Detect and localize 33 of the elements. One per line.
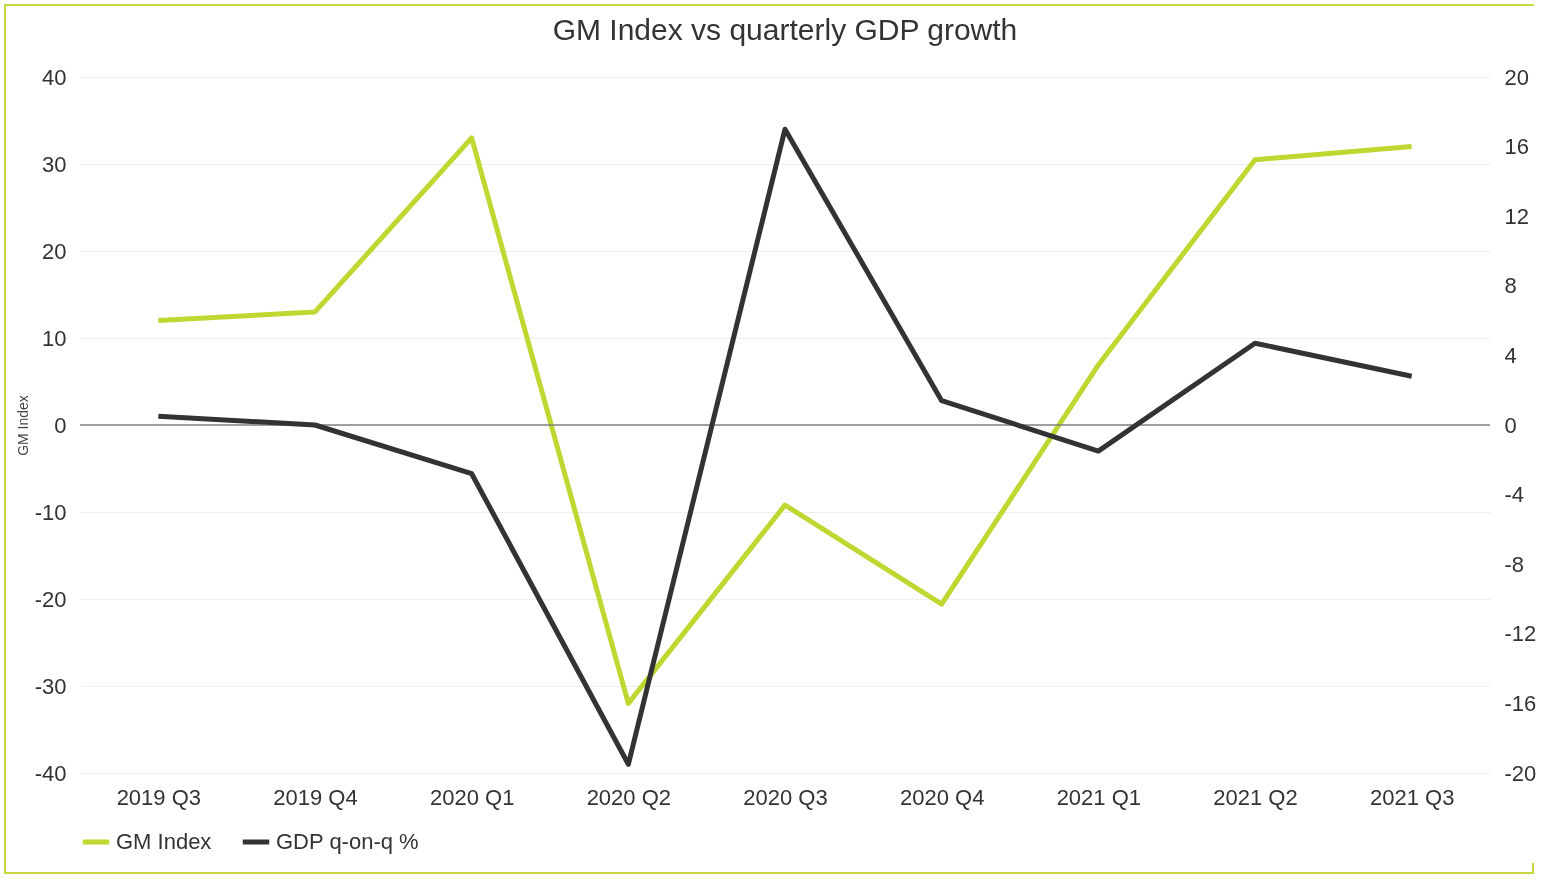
y2-tick-label: -16 xyxy=(1504,690,1537,716)
x-tick-label: 2021 Q2 xyxy=(1213,784,1298,810)
y2-tick-label: 4 xyxy=(1504,342,1517,368)
x-tick-label: 2020 Q2 xyxy=(586,784,672,810)
chart-title: GM Index vs quarterly GDP growth xyxy=(552,13,1018,46)
x-tick-label: 2019 Q4 xyxy=(273,784,358,810)
x-tick-label: 2020 Q1 xyxy=(429,784,515,810)
y-tick-label: 30 xyxy=(42,151,67,177)
y-tick-label: -10 xyxy=(34,499,67,525)
y2-tick-label: 20 xyxy=(1504,64,1529,90)
y2-tick-label: 8 xyxy=(1504,273,1517,299)
y2-tick-label: -12 xyxy=(1504,621,1537,647)
y-axis-title: GM Index xyxy=(14,395,31,456)
y2-tick-label: 16 xyxy=(1504,134,1529,160)
y2-tick-label: 12 xyxy=(1504,203,1529,229)
y2-tick-label: -8 xyxy=(1504,551,1525,577)
legend-label: GM Index xyxy=(116,829,212,854)
x-tick-label: 2021 Q3 xyxy=(1369,784,1455,810)
legend-label: GDP q-on-q % xyxy=(276,829,419,854)
x-tick-label: 2019 Q3 xyxy=(116,784,202,810)
y-tick-label: 0 xyxy=(54,412,67,438)
y-tick-label: 10 xyxy=(42,325,67,351)
y-tick-label: -40 xyxy=(34,760,67,786)
y-tick-label: -30 xyxy=(34,673,67,699)
y2-tick-label: -20 xyxy=(1504,760,1537,786)
y2-tick-label: 0 xyxy=(1504,412,1517,438)
y-tick-label: -20 xyxy=(34,586,67,612)
x-tick-label: 2020 Q3 xyxy=(743,784,828,810)
x-tick-label: 2021 Q1 xyxy=(1056,784,1142,810)
y-tick-label: 40 xyxy=(42,64,67,90)
y-tick-label: 20 xyxy=(42,238,67,264)
x-tick-label: 2020 Q4 xyxy=(899,784,985,810)
y2-tick-label: -4 xyxy=(1504,482,1525,508)
